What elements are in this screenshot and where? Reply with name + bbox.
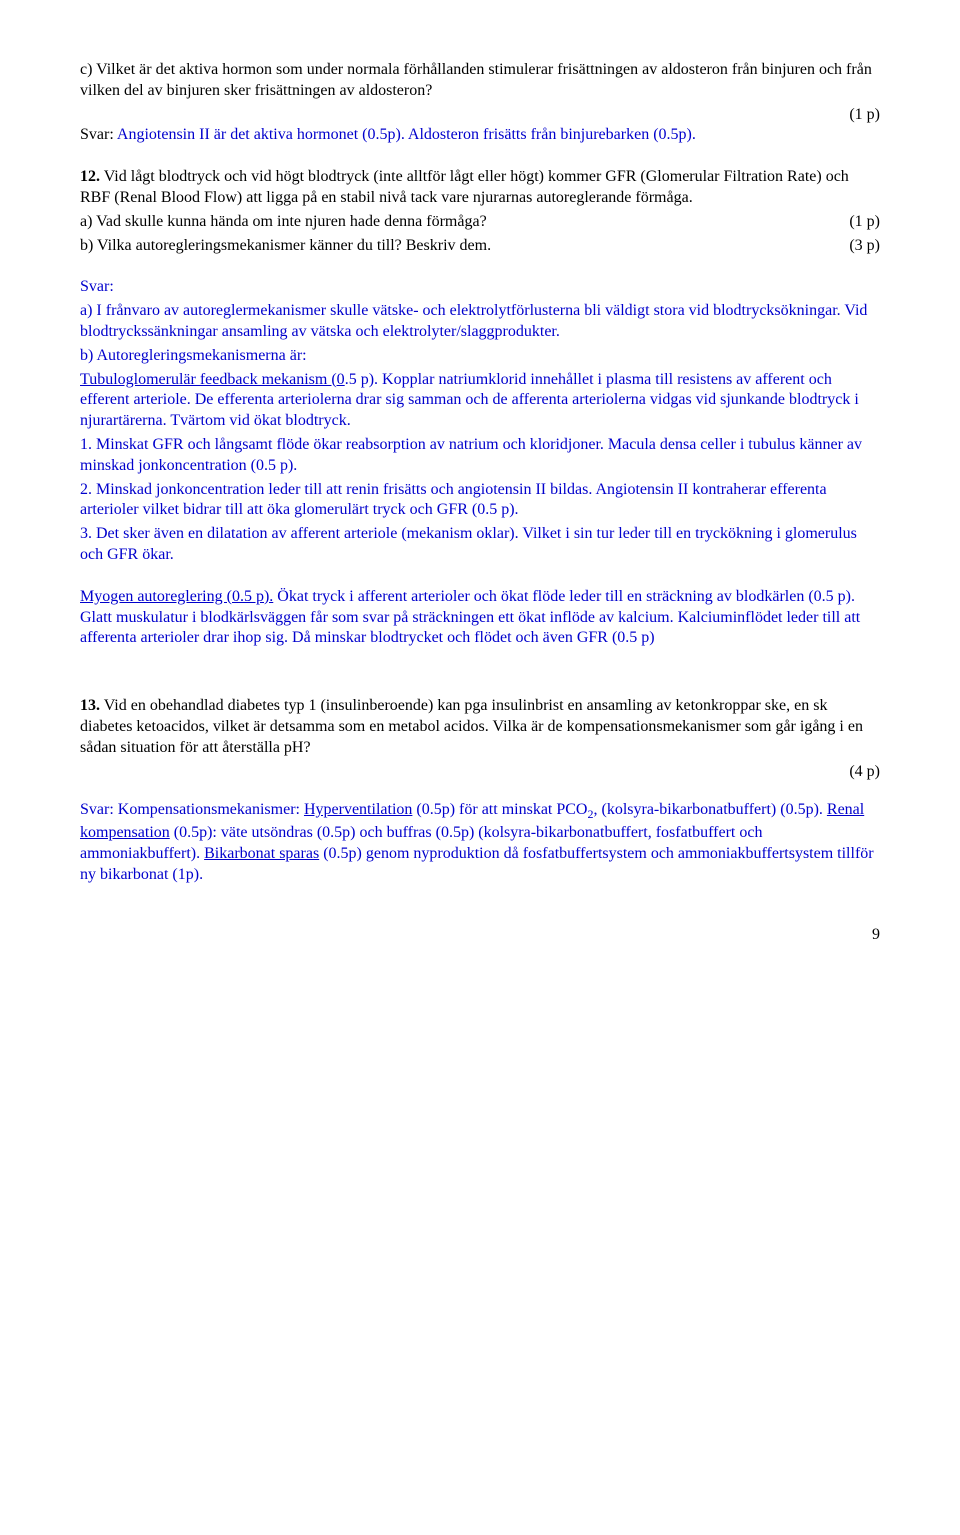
answer-prefix: Svar:: [80, 126, 117, 143]
q12-a-line: a) Vad skulle kunna hända om inte njuren…: [80, 212, 880, 233]
q13-num: 13.: [80, 697, 100, 714]
q13-a1: (0.5p) för att minskat PCO: [412, 801, 587, 818]
q13-body: Vid en obehandlad diabetes typ 1 (insuli…: [80, 697, 863, 756]
q12-p2: 2. Minskad jonkoncentration leder till a…: [80, 480, 880, 522]
q11c-points: (1 p): [80, 105, 880, 126]
q12-a-pts: (1 p): [849, 212, 880, 233]
q12-a: a) Vad skulle kunna hända om inte njuren…: [80, 213, 487, 230]
q12-b: b) Vilka autoregleringsmekanismer känner…: [80, 237, 491, 254]
q12-p3: 3. Det sker även en dilatation av affere…: [80, 524, 880, 566]
q12-ans-b-label: b) Autoregleringsmekanismerna är:: [80, 346, 880, 367]
spacer: [80, 569, 880, 587]
q13-answer-prefix: Svar: Kompensationsmekanismer:: [80, 801, 304, 818]
spacer: [80, 259, 880, 277]
q12-ans-a: a) I frånvaro av autoreglermekanismer sk…: [80, 301, 880, 343]
myo-s1: Ökat tryck i afferent arterioler och öka…: [273, 588, 855, 605]
q12-svar-label: Svar:: [80, 277, 880, 298]
spacer: [80, 782, 880, 800]
q12-body: Vid lågt blodtryck och vid högt blodtryc…: [80, 168, 849, 206]
myo-s4: Då minskar blodtrycket och flödet och äv…: [288, 629, 655, 646]
q12-myogen: Myogen autoreglering (0.5 p). Ökat tryck…: [80, 587, 880, 649]
q12-b-pts: (3 p): [849, 236, 880, 257]
q13-bikarb: Bikarbonat sparas: [204, 845, 319, 862]
myo-label: Myogen autoreglering (0.5 p).: [80, 588, 273, 605]
q13-answer: Svar: Kompensationsmekanismer: Hypervent…: [80, 800, 880, 885]
q11c-text: c) Vilket är det aktiva hormon som under…: [80, 60, 880, 102]
page-number: 9: [80, 925, 880, 946]
q13-hyper: Hyperventilation: [304, 801, 412, 818]
myo-s2: Glatt muskulatur i blodkärlsväggen får s…: [80, 609, 674, 626]
q13-points: (4 p): [80, 762, 880, 783]
tubulo-label: Tubuloglomerulär feedback mekanism (0: [80, 371, 345, 388]
tubulo-extra: De efferenta arteriolerna drar sig samma…: [80, 391, 859, 429]
spacer: [80, 652, 880, 696]
q13-a1b: , (kolsyra-bikarbonatbuffert) (0.5p).: [593, 801, 826, 818]
q12-num: 12.: [80, 168, 100, 185]
q12-p1: 1. Minskat GFR och långsamt flöde ökar r…: [80, 435, 880, 477]
q11c-answer-line: Svar: Angiotensin II är det aktiva hormo…: [80, 125, 880, 146]
q12-b-line: b) Vilka autoregleringsmekanismer känner…: [80, 236, 880, 257]
q11c-answer: Angiotensin II är det aktiva hormonet (0…: [117, 126, 696, 143]
q13-text: 13. Vid en obehandlad diabetes typ 1 (in…: [80, 696, 880, 758]
q12-tubulo: Tubuloglomerulär feedback mekanism (0.5 …: [80, 370, 880, 432]
spacer: [80, 149, 880, 167]
q12-text: 12. Vid lågt blodtryck och vid högt blod…: [80, 167, 880, 209]
